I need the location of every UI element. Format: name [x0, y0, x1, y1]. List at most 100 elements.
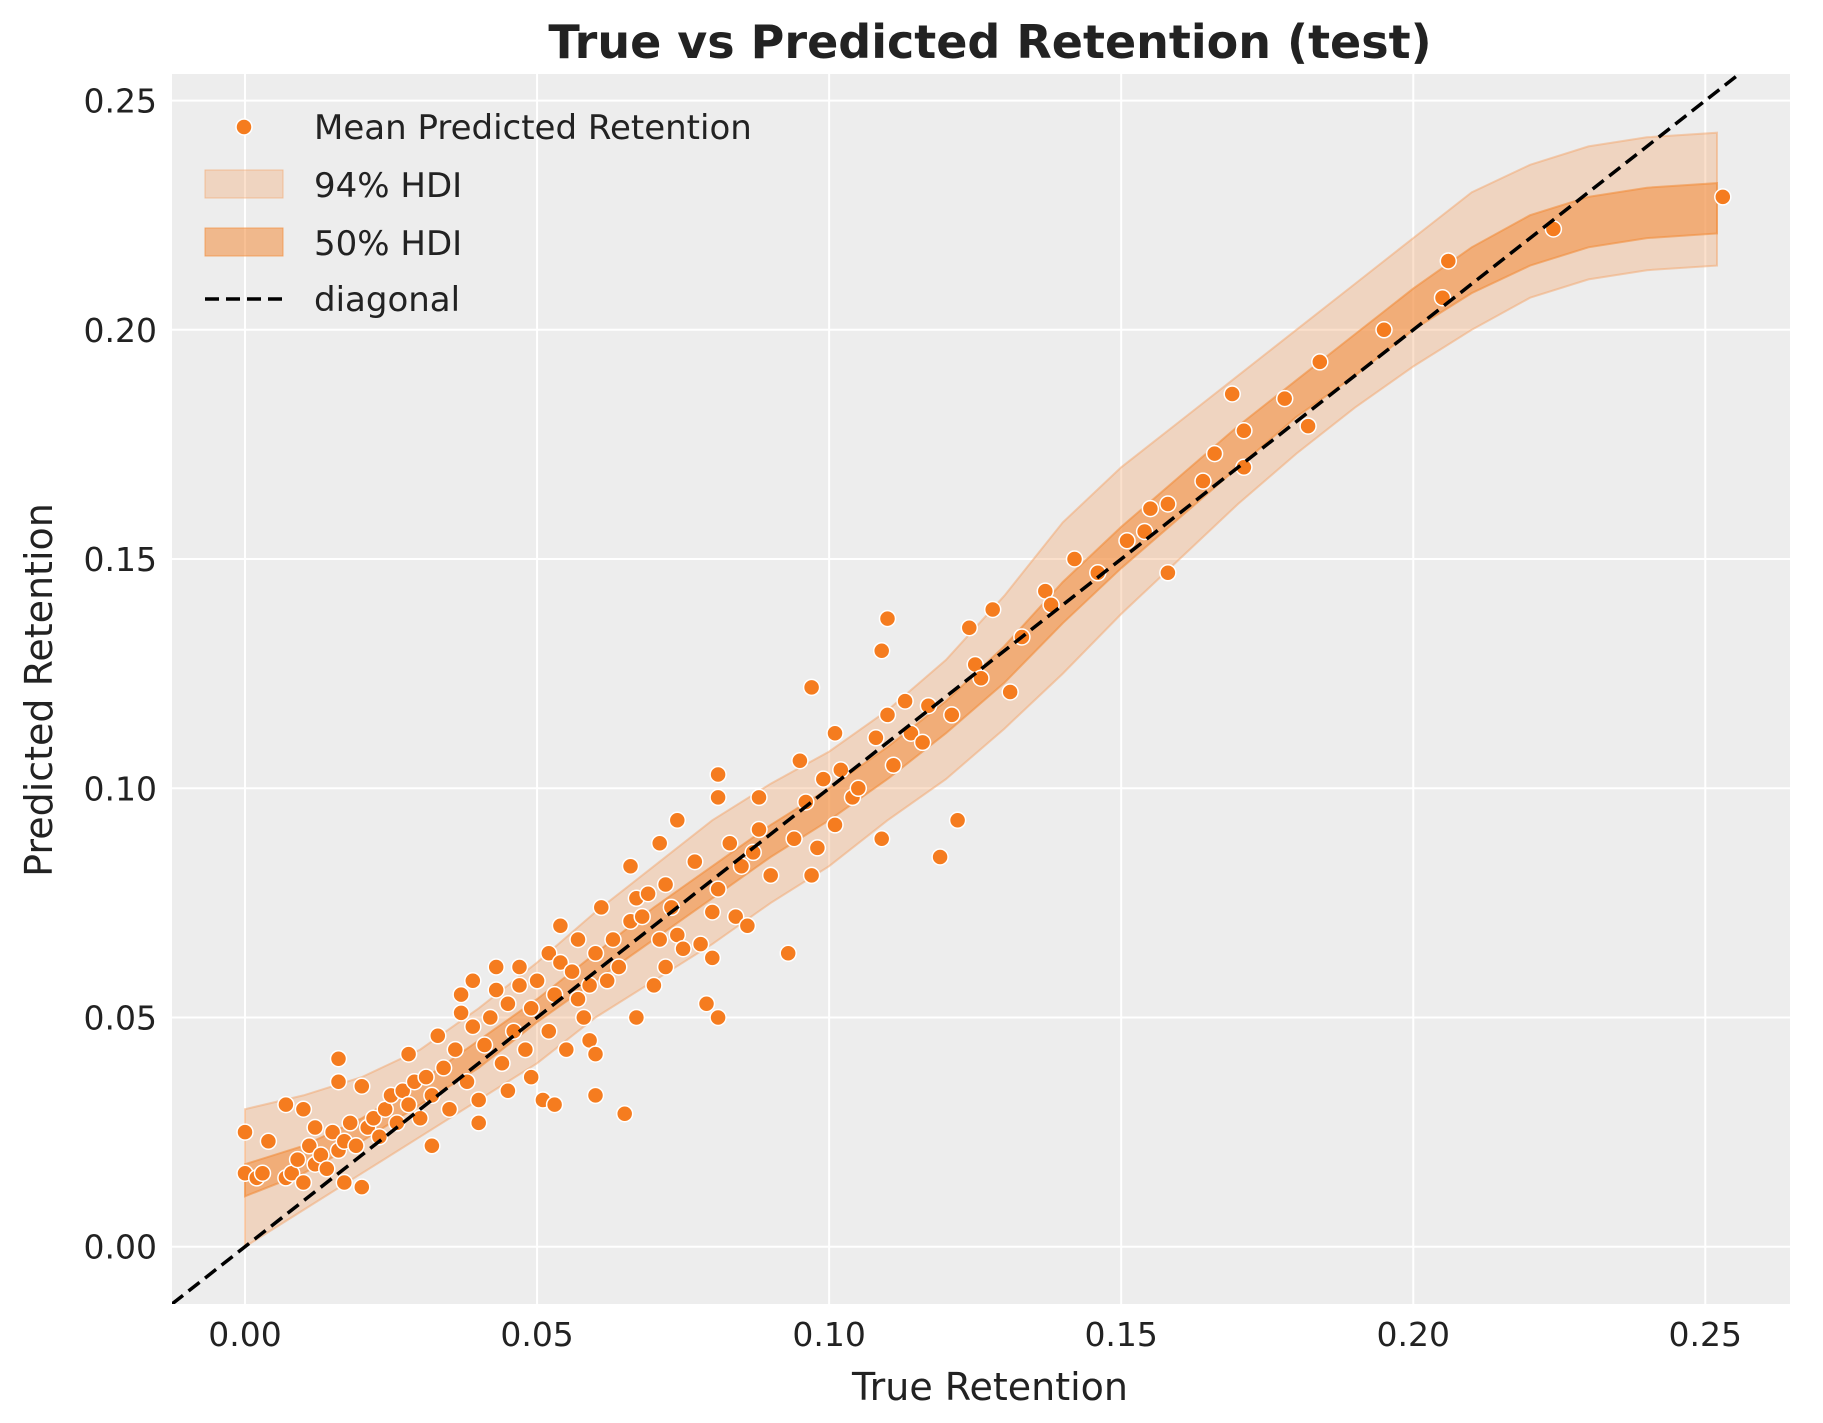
data-point — [791, 751, 809, 770]
data-point — [709, 880, 727, 898]
data-point — [329, 1072, 348, 1091]
data-point — [668, 811, 687, 830]
data-point — [832, 761, 850, 779]
y-tick-label: 0.25 — [84, 82, 157, 121]
data-point — [948, 811, 967, 830]
legend-hdi50-swatch — [204, 227, 284, 257]
data-point — [872, 641, 891, 660]
data-point — [499, 1082, 517, 1100]
data-point — [972, 669, 990, 687]
y-tick-label: 0.15 — [84, 540, 157, 579]
data-point — [347, 1137, 365, 1155]
data-point — [545, 1095, 564, 1114]
data-point — [551, 917, 570, 935]
data-point — [464, 1017, 482, 1036]
data-point — [452, 985, 470, 1004]
data-point — [802, 678, 821, 697]
data-point — [551, 953, 570, 972]
data-point — [703, 903, 722, 921]
data-point — [411, 1109, 429, 1128]
data-point — [686, 852, 704, 871]
data-point — [487, 958, 505, 976]
data-point — [294, 1100, 313, 1118]
x-axis-label: True Retention — [851, 1365, 1128, 1409]
data-point — [353, 1077, 371, 1095]
data-point — [598, 972, 616, 990]
data-point — [329, 1049, 348, 1068]
data-point — [785, 829, 803, 848]
data-point — [370, 1127, 389, 1146]
data-point — [1194, 472, 1212, 490]
legend-hdi94-swatch — [204, 169, 284, 199]
data-point — [627, 1008, 646, 1027]
data-point — [1065, 550, 1084, 568]
grid — [172, 74, 1790, 1304]
data-point — [983, 600, 1002, 619]
y-tick-label: 0.10 — [84, 769, 157, 808]
data-point — [353, 1178, 371, 1196]
data-point — [849, 779, 868, 798]
data-point — [429, 1027, 447, 1045]
y-tick-label: 0.05 — [84, 998, 157, 1037]
y-ticks: 0.00 0.05 0.10 0.15 0.20 0.25 — [84, 82, 157, 1267]
data-point — [1205, 444, 1224, 463]
y-tick-label: 0.20 — [84, 311, 157, 350]
data-point — [510, 958, 529, 976]
data-point — [586, 1086, 605, 1105]
data-point — [913, 733, 932, 752]
data-point — [557, 1040, 576, 1059]
data-point — [522, 1068, 540, 1086]
data-point — [318, 1160, 336, 1178]
data-point — [464, 972, 482, 990]
data-point — [306, 1118, 324, 1137]
data-point — [499, 994, 517, 1013]
data-point — [469, 1091, 488, 1109]
data-point — [896, 692, 914, 710]
data-point — [1001, 683, 1019, 701]
data-point — [721, 834, 739, 853]
data-point — [1275, 389, 1294, 408]
data-point — [709, 1008, 727, 1027]
data-point — [487, 981, 505, 999]
data-point — [516, 1040, 535, 1059]
data-point — [615, 1104, 634, 1123]
data-point — [650, 834, 669, 853]
data-point — [662, 898, 681, 917]
data-point — [697, 994, 716, 1013]
data-point — [826, 816, 844, 834]
data-point — [259, 1132, 278, 1151]
data-point — [674, 939, 692, 958]
data-point — [493, 1054, 511, 1073]
x-tick-label: 0.20 — [1377, 1315, 1450, 1354]
data-point — [703, 949, 722, 967]
data-point — [540, 944, 558, 963]
data-point — [1311, 353, 1329, 371]
data-point — [253, 1164, 272, 1183]
data-point — [1375, 321, 1393, 339]
data-point — [417, 1068, 435, 1086]
data-point — [569, 930, 587, 949]
data-point — [569, 990, 587, 1008]
data-point — [709, 765, 727, 784]
data-point — [639, 884, 657, 903]
data-point — [586, 1045, 605, 1063]
data-point — [586, 944, 605, 963]
data-point — [423, 1137, 441, 1155]
data-point — [399, 1095, 418, 1114]
data-point — [621, 857, 640, 875]
data-point — [1223, 385, 1241, 403]
data-point — [645, 976, 663, 995]
scatter-points — [236, 188, 1732, 1196]
data-point — [510, 976, 529, 995]
data-point — [808, 839, 827, 857]
data-point — [540, 1022, 558, 1040]
diagonal-line — [172, 74, 1743, 1304]
data-point — [341, 1114, 359, 1132]
data-point — [1118, 531, 1136, 550]
data-point — [779, 944, 797, 963]
data-point — [452, 1004, 470, 1022]
x-ticks: 0.00 0.05 0.10 0.15 0.20 0.25 — [208, 1315, 1742, 1354]
legend-label-hdi94: 94% HDI — [314, 166, 462, 206]
data-point — [481, 1008, 500, 1027]
